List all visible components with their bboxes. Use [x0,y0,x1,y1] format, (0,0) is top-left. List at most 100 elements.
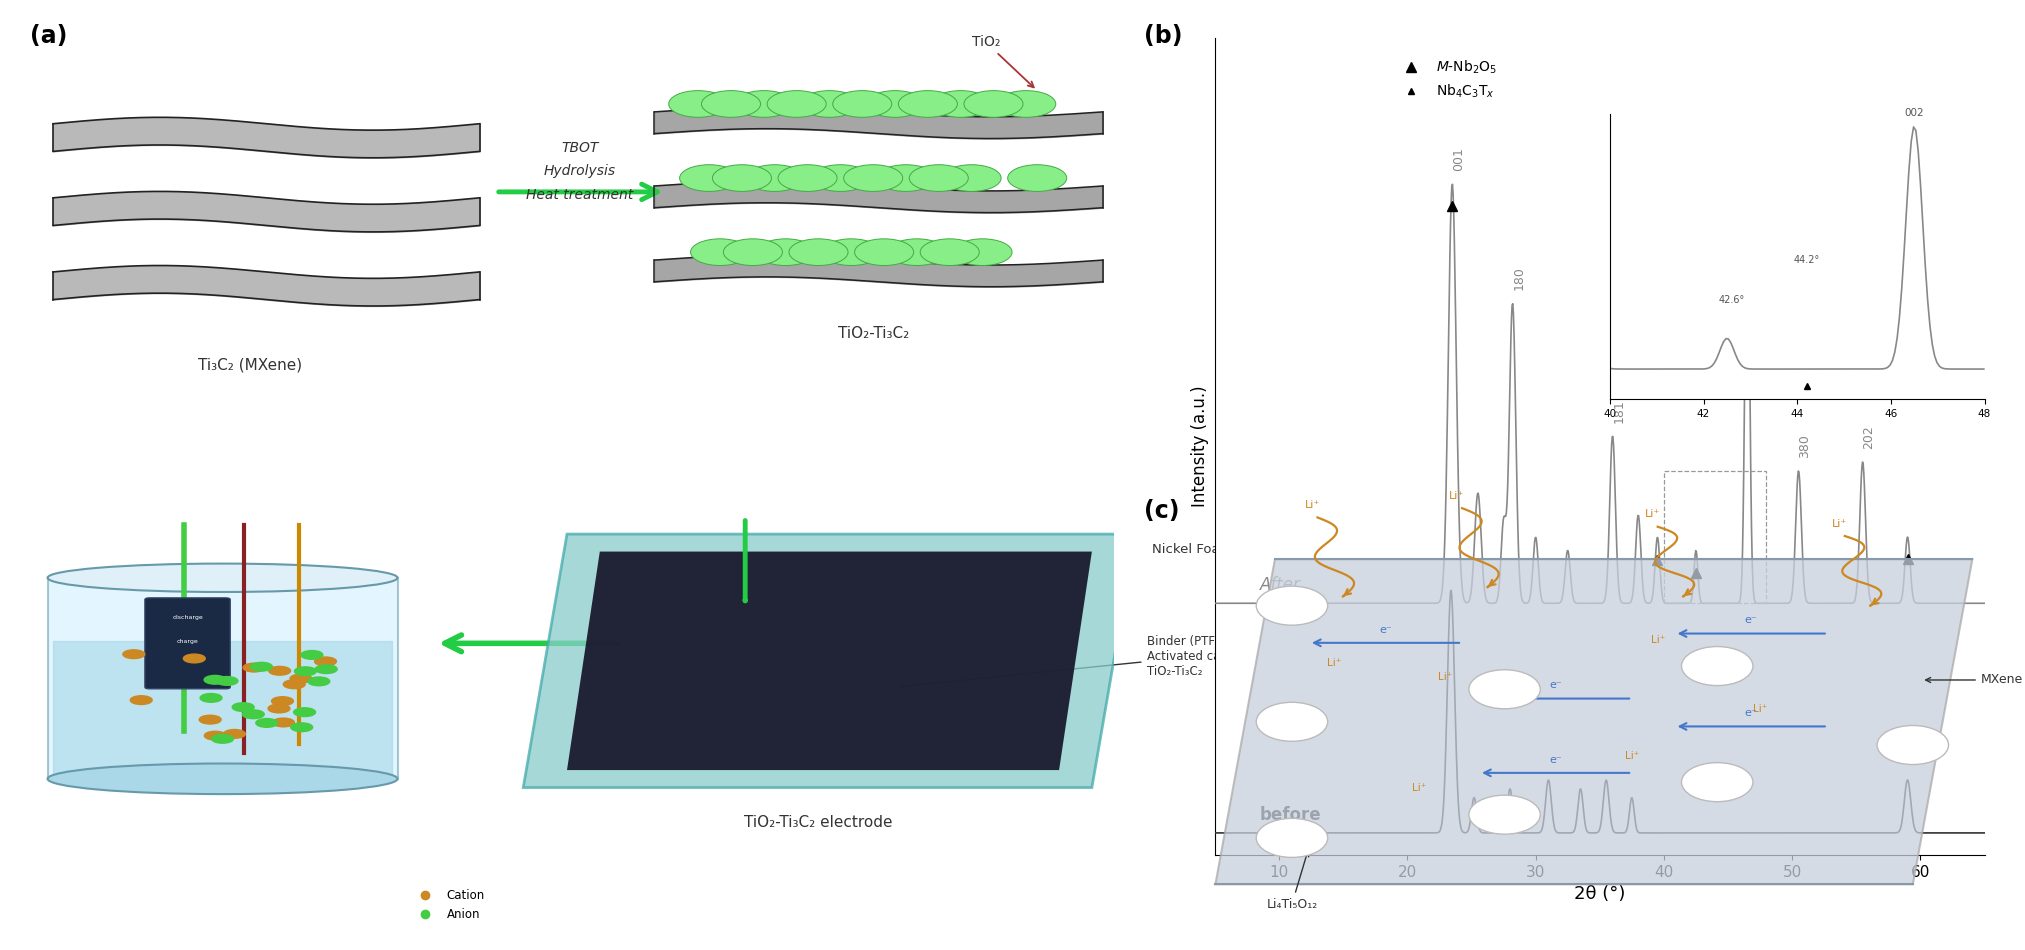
Text: 002: 002 [1904,108,1924,119]
Text: (b): (b) [1144,24,1183,48]
Circle shape [865,90,925,117]
Circle shape [308,677,330,686]
Circle shape [822,238,881,265]
Text: Li⁺: Li⁺ [1438,672,1452,682]
Text: Li₄Ti₅O₁₂: Li₄Ti₅O₁₂ [1266,851,1318,910]
Circle shape [800,90,859,117]
Circle shape [877,164,936,191]
Bar [49,578,397,779]
Circle shape [302,651,322,659]
Circle shape [223,730,245,738]
Circle shape [701,90,761,117]
Circle shape [1256,818,1328,858]
Circle shape [735,90,794,117]
Circle shape [205,732,227,740]
Text: Li⁺: Li⁺ [1411,784,1428,793]
Bar [53,641,393,777]
Text: After: After [1260,576,1300,594]
Circle shape [919,238,980,265]
Circle shape [745,164,804,191]
Circle shape [778,164,836,191]
Text: Nickel Foam: Nickel Foam [1152,542,1233,556]
Circle shape [810,164,871,191]
Circle shape [1468,670,1541,709]
Bar [1665,471,1766,603]
Circle shape [909,164,968,191]
Circle shape [292,723,312,732]
Circle shape [832,90,891,117]
Text: e⁻: e⁻ [1746,708,1758,718]
Circle shape [964,90,1023,117]
Circle shape [200,694,223,702]
Circle shape [184,655,205,663]
Text: Li⁺: Li⁺ [1326,658,1343,668]
Circle shape [233,703,253,712]
Circle shape [1008,164,1067,191]
Circle shape [668,90,727,117]
Legend: Cation, Anion: Cation, Anion [409,884,490,926]
Text: 002: 002 [1735,155,1760,167]
Circle shape [855,238,913,265]
Circle shape [294,667,316,675]
Polygon shape [567,552,1091,770]
Text: e⁻: e⁻ [1549,680,1561,691]
Circle shape [996,90,1055,117]
Circle shape [1877,726,1948,765]
Text: charge: charge [176,638,198,644]
Circle shape [198,715,221,724]
Text: TBOT: TBOT [561,142,599,156]
Text: Li⁺: Li⁺ [1833,519,1847,529]
Text: (a): (a) [30,24,67,48]
Circle shape [269,666,292,675]
Circle shape [887,238,946,265]
Text: 181: 181 [1612,399,1626,423]
Text: 001: 001 [1452,147,1466,171]
Y-axis label: Intensity (a.u.): Intensity (a.u.) [1191,386,1209,507]
Text: MXene: MXene [1926,674,2023,687]
Text: (c): (c) [1144,499,1181,522]
Text: TiO₂: TiO₂ [972,35,1033,87]
Polygon shape [1215,560,1972,884]
Text: 380: 380 [1798,434,1812,458]
Circle shape [1681,647,1754,686]
Circle shape [211,734,233,743]
Circle shape [251,662,273,671]
Circle shape [243,710,263,718]
Text: TiO₂-Ti₃C₂ electrode: TiO₂-Ti₃C₂ electrode [745,815,893,830]
Circle shape [932,90,990,117]
Text: e⁻: e⁻ [1746,616,1758,625]
Circle shape [899,90,958,117]
Text: Li⁺: Li⁺ [1644,509,1660,520]
Circle shape [942,164,1000,191]
Circle shape [713,164,772,191]
Text: Binder (PTFE)
Activated carbon
TiO₂-Ti₃C₂: Binder (PTFE) Activated carbon TiO₂-Ti₃C… [899,635,1247,689]
Circle shape [290,674,312,683]
Text: Orthorhombic
Nb₂O₅: Orthorhombic Nb₂O₅ [1709,148,1790,177]
Circle shape [314,657,336,666]
Text: Heat treatment: Heat treatment [526,188,634,202]
Text: e⁻: e⁻ [1549,754,1561,765]
Polygon shape [522,534,1136,788]
Circle shape [255,718,277,728]
Circle shape [294,708,316,716]
Circle shape [284,680,306,689]
Ellipse shape [47,563,397,592]
Circle shape [954,238,1012,265]
Circle shape [755,238,816,265]
Circle shape [680,164,739,191]
Circle shape [316,665,338,674]
Legend: $M$-Nb$_2$O$_5$, Nb$_4$C$_3$T$_x$: $M$-Nb$_2$O$_5$, Nb$_4$C$_3$T$_x$ [1391,53,1503,106]
Circle shape [844,164,903,191]
Circle shape [267,704,290,712]
Text: Li⁺: Li⁺ [1650,635,1665,645]
Text: 42.6°: 42.6° [1719,294,1746,305]
Circle shape [243,663,265,672]
Circle shape [1256,586,1328,625]
Circle shape [691,238,749,265]
Text: 180: 180 [1513,267,1525,291]
FancyBboxPatch shape [146,598,231,689]
Circle shape [790,238,848,265]
Ellipse shape [47,764,397,794]
Circle shape [1468,795,1541,834]
Circle shape [124,650,144,658]
